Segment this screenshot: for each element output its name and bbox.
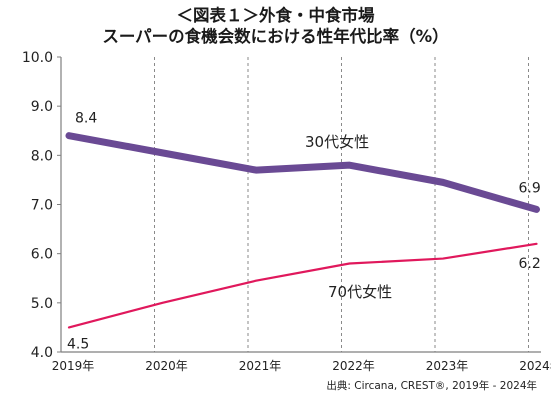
series-label-70s-women: 70代女性 [328,283,392,301]
series-line-70s-women [67,242,538,329]
chart-subtitle: スーパーの食機会数における性年代比率（%） [102,27,449,46]
x-tick-label: 2022年 [332,359,375,373]
x-tick-label: 2021年 [239,359,282,373]
x-tick-label: 2024年 [519,359,551,373]
series-line-30s-women [65,132,540,213]
x-tick-label: 2020年 [145,359,188,373]
y-tick-label: 7.0 [31,198,53,214]
x-tick-label: 2019年 [52,359,95,373]
source-note: 出典: Circana, CREST®, 2019年 - 2024年 [326,380,537,392]
y-tick-label: 5.0 [31,296,53,312]
series-label-30s-women: 30代女性 [305,133,369,151]
data-label-70s-2019: 4.5 [67,336,89,352]
data-label-30s-2024: 6.9 [519,180,541,196]
y-tick-label: 8.0 [31,148,53,164]
y-tick-label: 4.0 [31,345,53,361]
y-tick-label: 10.0 [22,50,53,66]
x-tick-label: 2023年 [426,359,469,373]
data-label-30s-2019: 8.4 [75,111,97,127]
chart-title: ＜図表１＞外食・中食市場 [176,6,375,25]
y-tick-label: 9.0 [31,99,53,115]
y-tick-label: 6.0 [31,247,53,263]
data-label-70s-2024: 6.2 [519,256,541,272]
